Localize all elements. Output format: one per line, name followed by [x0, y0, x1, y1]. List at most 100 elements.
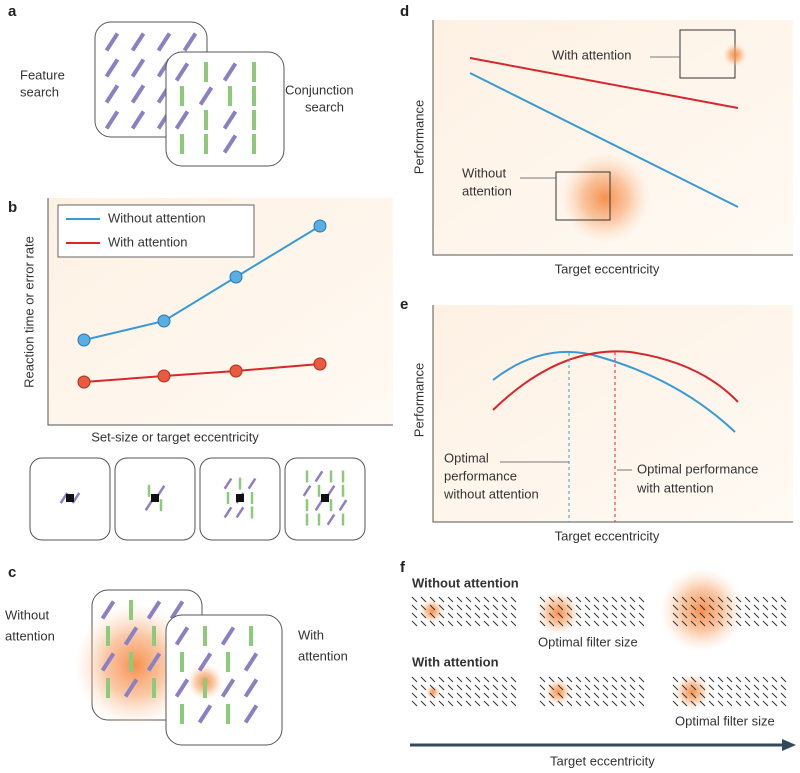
texture-dash: [456, 596, 463, 603]
texture-dash: [483, 604, 490, 611]
texture-dash: [411, 612, 418, 619]
bar: [243, 678, 259, 698]
texture-dash: [629, 692, 636, 699]
texture-dash: [456, 612, 463, 619]
texture-dash: [456, 620, 463, 627]
legend-entry: Without attention: [108, 210, 206, 225]
text: With: [298, 627, 324, 642]
texture-dash: [539, 596, 546, 603]
texture-dash: [690, 700, 697, 707]
row-title: With attention: [412, 654, 499, 669]
texture-dash: [557, 604, 564, 611]
arrow-head: [782, 739, 796, 751]
texture-dash: [447, 684, 454, 691]
texture-dash: [681, 620, 688, 627]
texture-dash: [708, 676, 715, 683]
texture-dash: [717, 684, 724, 691]
texture-dash: [611, 684, 618, 691]
texture-dash: [735, 612, 742, 619]
texture-dash: [681, 612, 688, 619]
texture-dash: [638, 692, 645, 699]
texture-dash: [510, 676, 517, 683]
filter-blob: [426, 685, 440, 699]
texture-dash: [620, 676, 627, 683]
texture-dash: [438, 612, 445, 619]
texture-dash: [557, 676, 564, 683]
texture-dash: [510, 596, 517, 603]
texture-dash: [557, 700, 564, 707]
texture-dash: [584, 676, 591, 683]
texture-dash: [620, 604, 627, 611]
texture-dash: [602, 596, 609, 603]
filter-blob: [545, 679, 571, 705]
bar: [156, 32, 172, 52]
texture-dash: [492, 612, 499, 619]
texture-dash: [593, 692, 600, 699]
bar: [302, 485, 312, 497]
texture-dash: [638, 676, 645, 683]
texture-dash: [557, 620, 564, 627]
texture-dash: [483, 620, 490, 627]
text: attention: [298, 648, 348, 663]
texture-dash: [465, 684, 472, 691]
texture-dash: [735, 604, 742, 611]
text: Without: [5, 607, 49, 622]
texture-dash: [753, 620, 760, 627]
texture-dash: [672, 676, 679, 683]
texture-dash: [638, 620, 645, 627]
texture-dash: [447, 604, 454, 611]
texture-dash: [771, 620, 778, 627]
bar: [104, 84, 120, 104]
texture-dash: [492, 620, 499, 627]
texture-dash: [681, 684, 688, 691]
texture-dash: [483, 692, 490, 699]
texture-dash: [690, 620, 697, 627]
texture-dash: [638, 700, 645, 707]
texture-dash: [780, 620, 787, 627]
texture-dash: [411, 620, 418, 627]
panel-label: d: [400, 3, 409, 20]
texture-dash: [629, 620, 636, 627]
texture-dash: [690, 596, 697, 603]
texture-dash: [447, 700, 454, 707]
text: Conjunction: [285, 82, 354, 97]
bar: [146, 600, 162, 620]
texture-dash: [780, 612, 787, 619]
texture-dash: [629, 700, 636, 707]
texture-dash: [762, 700, 769, 707]
texture-dash: [762, 596, 769, 603]
texture-dash: [438, 700, 445, 707]
texture-dash: [575, 612, 582, 619]
texture-dash: [575, 676, 582, 683]
texture-dash: [438, 692, 445, 699]
bar: [182, 32, 198, 52]
texture-dash: [717, 676, 724, 683]
texture-dash: [474, 684, 481, 691]
texture-dash: [780, 596, 787, 603]
texture-dash: [753, 700, 760, 707]
texture-dash: [593, 684, 600, 691]
texture-dash: [548, 604, 555, 611]
texture-dash: [629, 604, 636, 611]
texture-dash: [584, 596, 591, 603]
texture-dash: [447, 692, 454, 699]
bar: [130, 32, 146, 52]
texture-dash: [771, 676, 778, 683]
texture-dash: [771, 684, 778, 691]
texture-dash: [465, 604, 472, 611]
text: Optimal filter size: [538, 634, 638, 649]
panel-label: f: [400, 559, 406, 576]
texture-dash: [735, 700, 742, 707]
texture-dash: [726, 700, 733, 707]
axis: [432, 305, 793, 523]
points: [77, 357, 327, 389]
bar: [197, 652, 213, 672]
texture-dash: [780, 692, 787, 699]
texture-dash: [672, 612, 679, 619]
row-title: Without attention: [412, 575, 519, 590]
texture-dash: [566, 684, 573, 691]
texture-dash: [611, 612, 618, 619]
texture-dash: [690, 684, 697, 691]
texture-dash: [699, 604, 706, 611]
